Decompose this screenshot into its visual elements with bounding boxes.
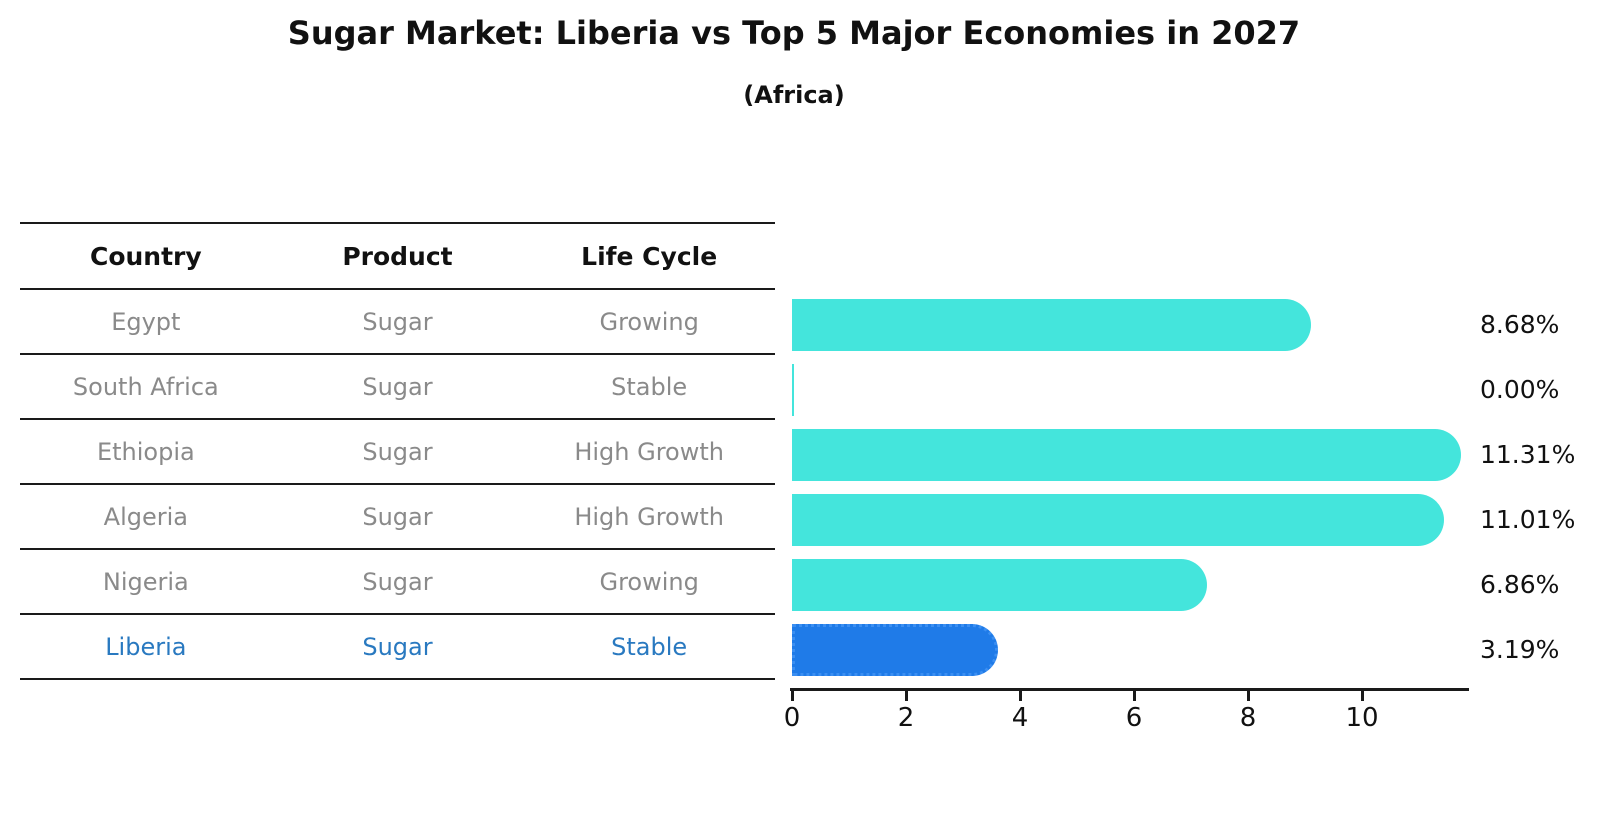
table-cell-product: Sugar — [271, 548, 524, 615]
bar-value-label: 11.31% — [1480, 440, 1576, 469]
bar-ethiopia — [792, 429, 1461, 481]
table-cell-life-cycle: Growing — [523, 548, 775, 615]
country-table: Country Product Life Cycle Egypt Sugar Gro… — [20, 222, 775, 680]
table-cell-product: Sugar — [271, 353, 524, 420]
bar-value-label: 0.00% — [1480, 375, 1560, 404]
table-row: Liberia Sugar Stable — [20, 613, 775, 680]
table-header: Country Product Life Cycle — [20, 222, 775, 290]
x-tick-label: 10 — [1345, 703, 1379, 733]
x-axis-line — [790, 688, 1469, 691]
table-cell-country: South Africa — [20, 353, 272, 420]
table-cell-country: Liberia — [20, 613, 272, 680]
table-row: Egypt Sugar Growing — [20, 288, 775, 355]
x-tick-label: 2 — [897, 703, 915, 733]
x-tick-mark — [1019, 691, 1022, 701]
table-cell-life-cycle: High Growth — [523, 483, 775, 550]
bar-value-label: 3.19% — [1480, 635, 1560, 664]
table-cell-product: Sugar — [271, 418, 524, 485]
bar-egypt — [792, 299, 1311, 351]
table-cell-product: Sugar — [271, 613, 524, 680]
table-cell-life-cycle: Stable — [523, 353, 775, 420]
table-cell-product: Sugar — [271, 483, 524, 550]
x-tick-mark — [1247, 691, 1250, 701]
table-cell-life-cycle: Growing — [523, 288, 775, 355]
table-cell-country: Algeria — [20, 483, 272, 550]
x-tick-mark — [1133, 691, 1136, 701]
x-tick-label: 6 — [1125, 703, 1143, 733]
column-header-product: Product — [271, 222, 524, 290]
x-tick-mark — [1361, 691, 1364, 701]
table-cell-product: Sugar — [271, 288, 524, 355]
table-cell-country: Egypt — [20, 288, 272, 355]
table-header-row: Country Product Life Cycle — [20, 222, 775, 290]
x-tick-label: 8 — [1239, 703, 1257, 733]
table-row: Algeria Sugar High Growth — [20, 483, 775, 550]
table-row: Ethiopia Sugar High Growth — [20, 418, 775, 485]
column-header-life-cycle: Life Cycle — [523, 222, 775, 290]
table-cell-life-cycle: High Growth — [523, 418, 775, 485]
chart-title: Sugar Market: Liberia vs Top 5 Major Eco… — [287, 14, 1301, 52]
x-tick-label: 4 — [1011, 703, 1029, 733]
x-tick-label: 0 — [783, 703, 801, 733]
bar-value-label: 6.86% — [1480, 570, 1560, 599]
table-cell-country: Ethiopia — [20, 418, 272, 485]
table-cell-life-cycle: Stable — [523, 613, 775, 680]
table-cell-country: Nigeria — [20, 548, 272, 615]
table-row: Nigeria Sugar Growing — [20, 548, 775, 615]
bar-algeria — [792, 494, 1444, 546]
bar-value-label: 11.01% — [1480, 505, 1576, 534]
table-row: South Africa Sugar Stable — [20, 353, 775, 420]
bar-value-label: 8.68% — [1480, 310, 1560, 339]
x-tick-mark — [791, 691, 794, 701]
table-body: Egypt Sugar Growing South Africa Sugar Stable… — [20, 288, 775, 680]
bar-nigeria — [792, 559, 1208, 611]
bar-south-africa — [792, 364, 794, 416]
column-header-country: Country — [20, 222, 272, 290]
bar-liberia — [792, 624, 998, 676]
chart-subtitle: (Africa) — [743, 81, 845, 109]
x-tick-mark — [905, 691, 908, 701]
